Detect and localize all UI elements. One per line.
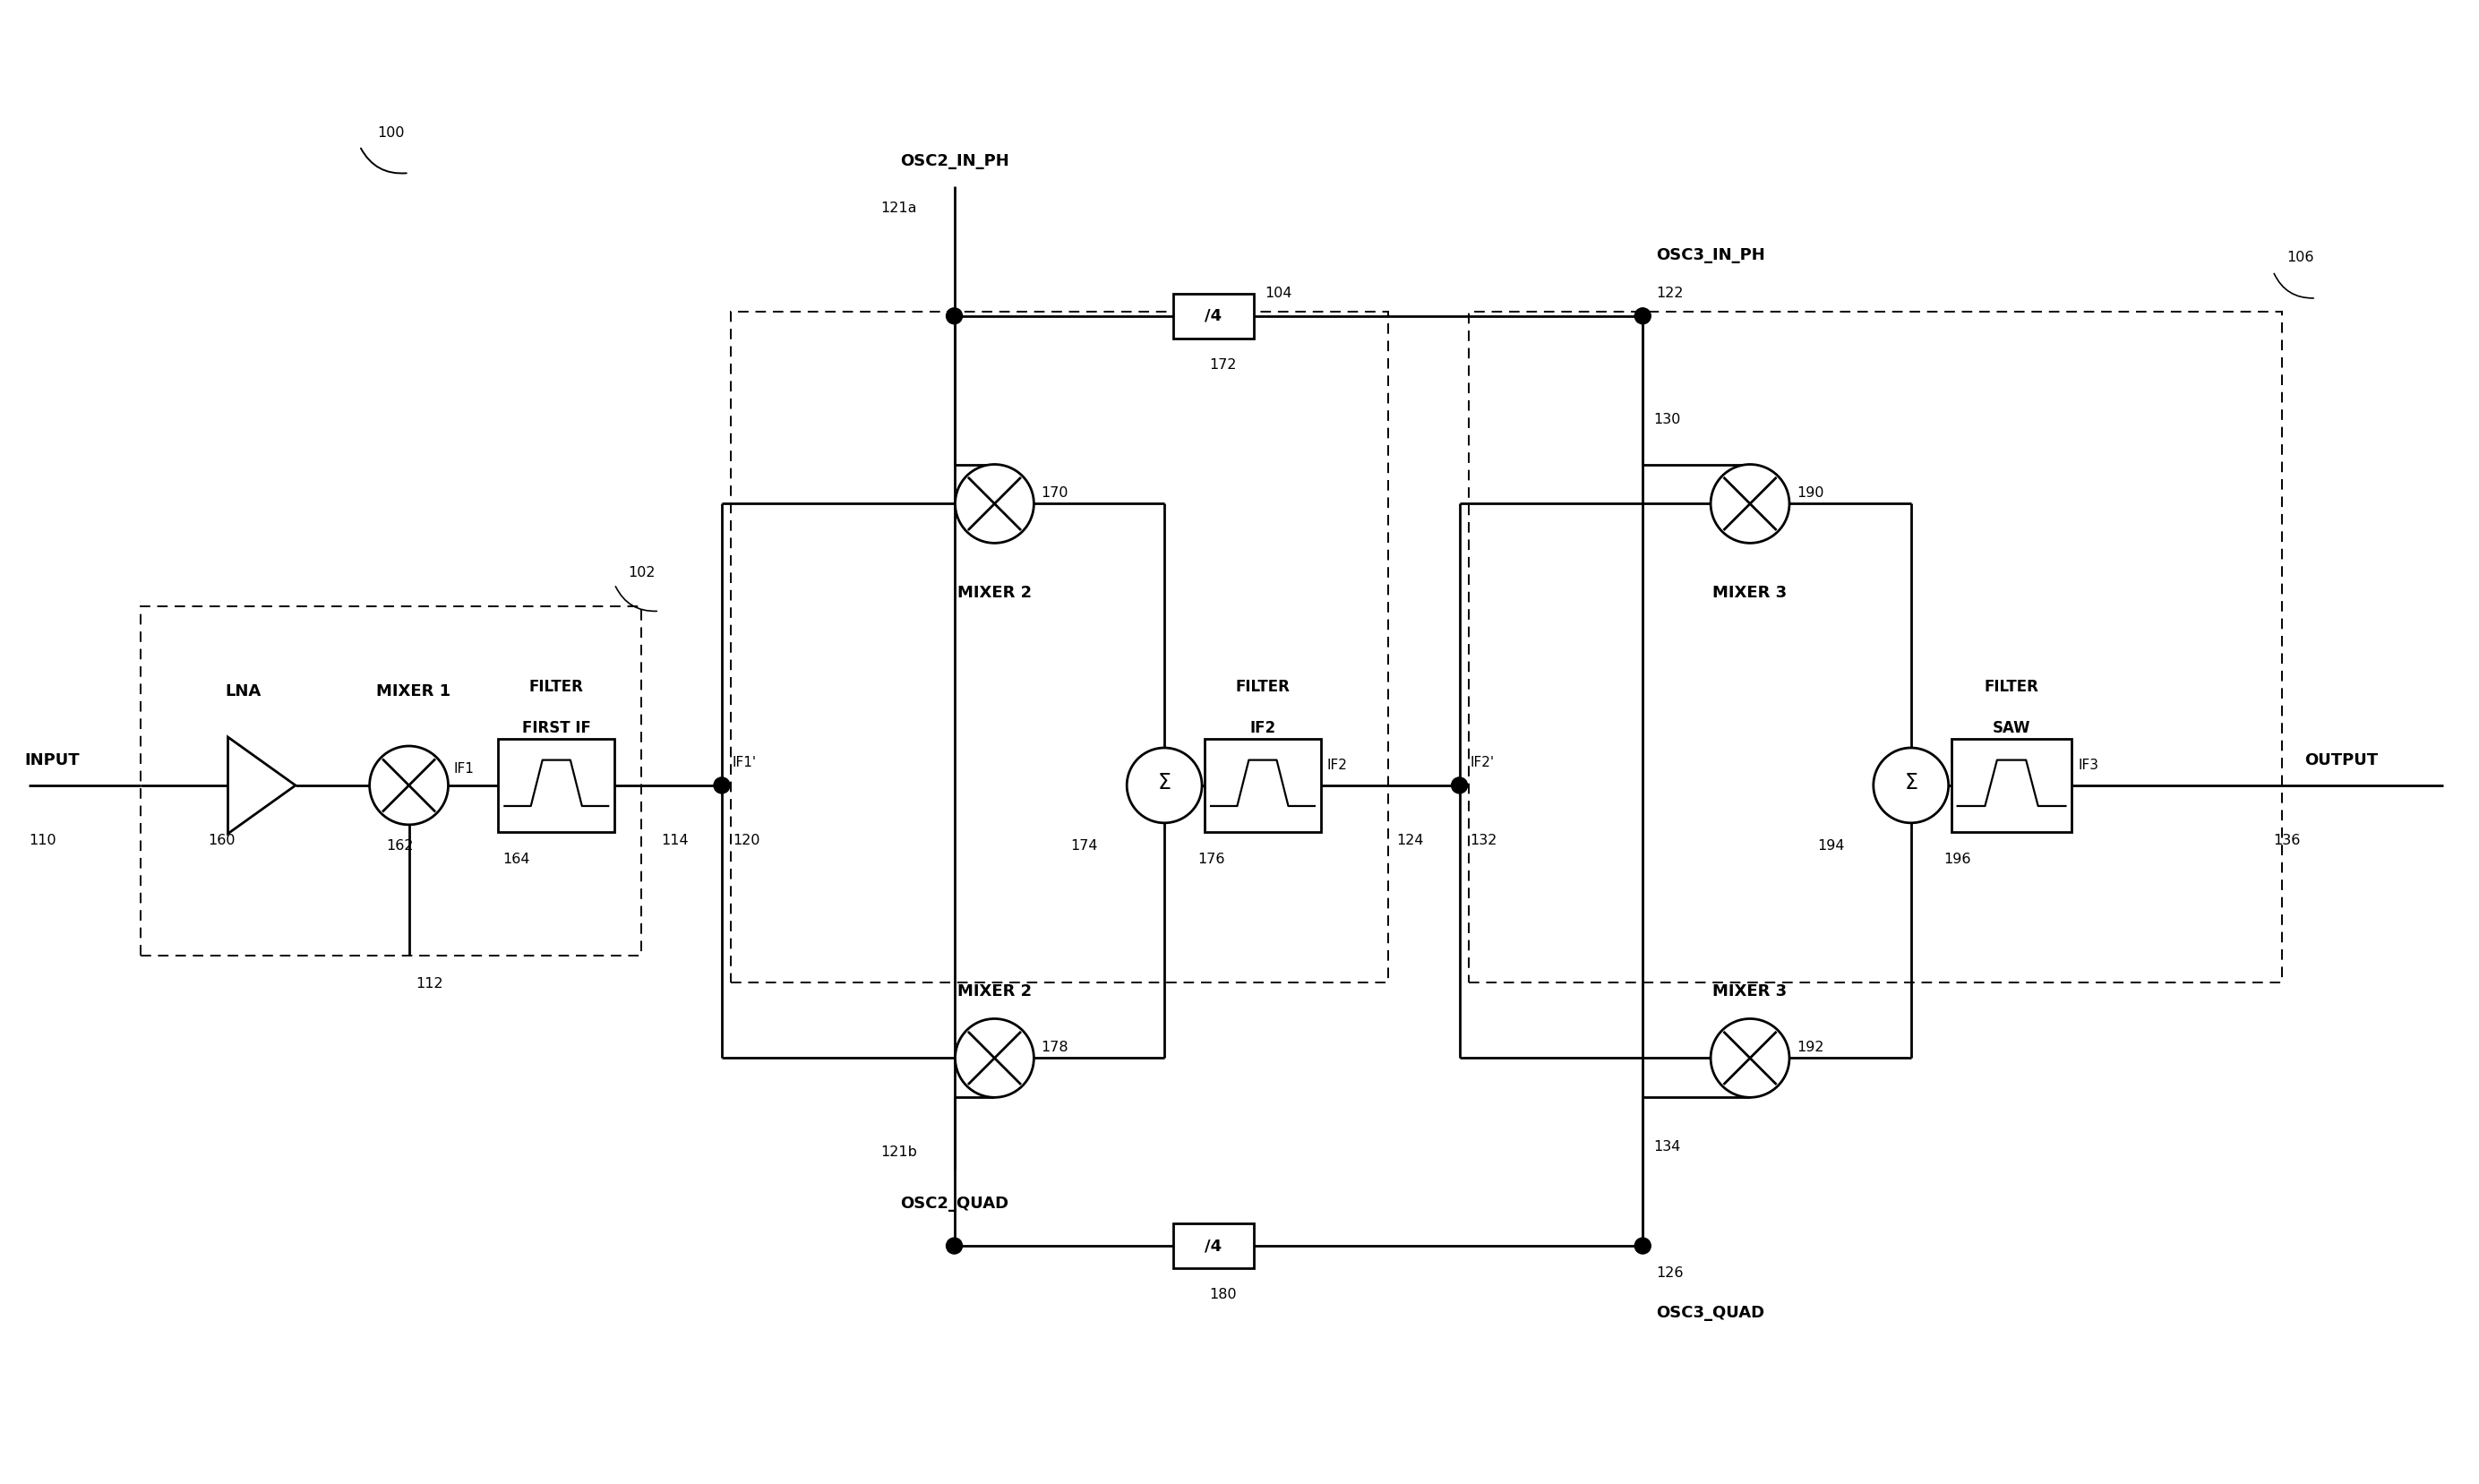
FancyBboxPatch shape <box>1951 739 2072 833</box>
Circle shape <box>954 1018 1034 1097</box>
Text: 126: 126 <box>1656 1266 1683 1279</box>
FancyBboxPatch shape <box>1173 1223 1254 1269</box>
Text: INPUT: INPUT <box>25 752 79 769</box>
Circle shape <box>369 746 449 825</box>
Text: IF1': IF1' <box>734 757 756 770</box>
Text: 172: 172 <box>1210 359 1237 372</box>
Circle shape <box>1450 778 1468 794</box>
Circle shape <box>1634 307 1651 324</box>
Text: 190: 190 <box>1797 487 1825 500</box>
Text: MIXER 3: MIXER 3 <box>1713 982 1787 999</box>
Text: 196: 196 <box>1944 852 1971 865</box>
Text: OUTPUT: OUTPUT <box>2305 752 2377 769</box>
Text: 130: 130 <box>1653 413 1681 426</box>
Text: 100: 100 <box>377 126 404 139</box>
Circle shape <box>1711 464 1790 543</box>
Text: $\Sigma$: $\Sigma$ <box>1158 772 1173 794</box>
Text: $\Sigma$: $\Sigma$ <box>1904 772 1919 794</box>
Text: FILTER: FILTER <box>528 678 583 695</box>
Text: /4: /4 <box>1205 1238 1222 1254</box>
Circle shape <box>947 307 962 324</box>
Text: 176: 176 <box>1197 852 1225 865</box>
Text: /4: /4 <box>1205 307 1222 324</box>
Circle shape <box>1874 748 1948 824</box>
Text: 194: 194 <box>1817 840 1844 853</box>
FancyBboxPatch shape <box>1205 739 1321 833</box>
Text: 170: 170 <box>1041 487 1068 500</box>
Text: 120: 120 <box>734 834 761 847</box>
Text: IF2': IF2' <box>1470 757 1495 770</box>
Text: FIRST IF: FIRST IF <box>523 720 590 736</box>
Text: MIXER 2: MIXER 2 <box>957 982 1031 999</box>
Circle shape <box>947 1238 962 1254</box>
Circle shape <box>1711 1018 1790 1097</box>
Text: MIXER 3: MIXER 3 <box>1713 585 1787 601</box>
Text: 121b: 121b <box>880 1146 917 1159</box>
FancyBboxPatch shape <box>1173 294 1254 338</box>
Text: 164: 164 <box>503 852 531 865</box>
Text: 122: 122 <box>1656 286 1683 300</box>
Text: IF1: IF1 <box>454 763 473 776</box>
Text: SAW: SAW <box>1993 720 2030 736</box>
Text: 134: 134 <box>1653 1140 1681 1153</box>
Text: LNA: LNA <box>226 684 260 699</box>
Text: 162: 162 <box>387 840 414 853</box>
FancyBboxPatch shape <box>498 739 615 833</box>
Text: OSC3_QUAD: OSC3_QUAD <box>1656 1304 1765 1321</box>
Text: 160: 160 <box>208 834 236 847</box>
Text: IF2: IF2 <box>1249 720 1277 736</box>
Text: OSC2_IN_PH: OSC2_IN_PH <box>900 153 1009 169</box>
Text: 174: 174 <box>1071 840 1098 853</box>
Text: FILTER: FILTER <box>1235 678 1289 695</box>
Text: 112: 112 <box>416 976 444 990</box>
Text: 110: 110 <box>30 834 57 847</box>
Circle shape <box>714 778 729 794</box>
Text: 124: 124 <box>1396 834 1423 847</box>
Text: 102: 102 <box>627 565 654 579</box>
Text: IF2: IF2 <box>1326 758 1349 772</box>
Text: 106: 106 <box>2286 251 2313 264</box>
Text: 136: 136 <box>2273 834 2301 847</box>
Text: 180: 180 <box>1210 1288 1237 1301</box>
Text: OSC3_IN_PH: OSC3_IN_PH <box>1656 248 1765 263</box>
Text: 121a: 121a <box>880 202 917 215</box>
Circle shape <box>1128 748 1202 824</box>
Text: 178: 178 <box>1041 1040 1068 1054</box>
Circle shape <box>954 464 1034 543</box>
Polygon shape <box>228 738 295 834</box>
Circle shape <box>1634 1238 1651 1254</box>
Text: 192: 192 <box>1797 1040 1825 1054</box>
Text: OSC2_QUAD: OSC2_QUAD <box>900 1196 1009 1212</box>
Text: MIXER 1: MIXER 1 <box>377 684 451 699</box>
Text: 104: 104 <box>1264 286 1292 300</box>
Text: 132: 132 <box>1470 834 1497 847</box>
Text: FILTER: FILTER <box>1983 678 2038 695</box>
Text: IF3: IF3 <box>2077 758 2100 772</box>
Text: 114: 114 <box>662 834 689 847</box>
Text: MIXER 2: MIXER 2 <box>957 585 1031 601</box>
